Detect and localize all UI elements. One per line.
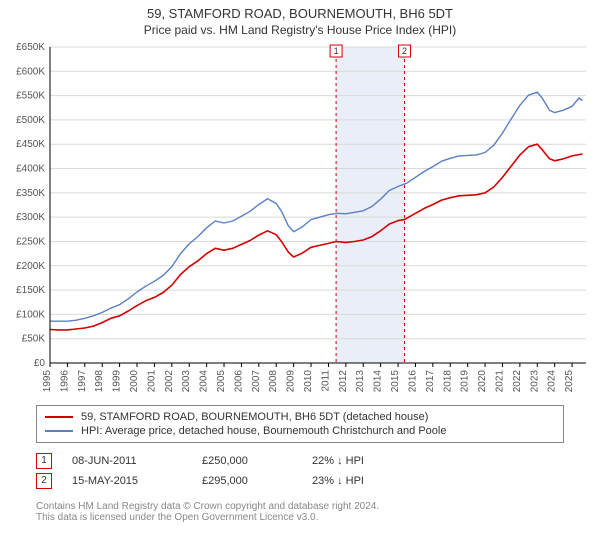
svg-text:2002: 2002 (164, 370, 175, 393)
svg-text:2007: 2007 (251, 370, 262, 393)
svg-text:2014: 2014 (373, 370, 384, 393)
sale-marker-icon: 1 (36, 453, 52, 469)
chart-titles: 59, STAMFORD ROAD, BOURNEMOUTH, BH6 5DT … (0, 0, 600, 37)
svg-text:2020: 2020 (477, 370, 488, 393)
legend-item: 59, STAMFORD ROAD, BOURNEMOUTH, BH6 5DT … (45, 410, 555, 424)
svg-text:2024: 2024 (547, 370, 558, 393)
sale-row: 2 15-MAY-2015 £295,000 23% ↓ HPI (36, 471, 564, 491)
footer-line-1: Contains HM Land Registry data © Crown c… (36, 501, 564, 512)
svg-text:2025: 2025 (564, 370, 575, 393)
svg-text:2001: 2001 (146, 370, 157, 393)
svg-text:1997: 1997 (77, 370, 88, 393)
svg-text:1996: 1996 (59, 370, 70, 393)
svg-text:£650K: £650K (16, 42, 45, 53)
legend: 59, STAMFORD ROAD, BOURNEMOUTH, BH6 5DT … (36, 405, 564, 443)
legend-item: HPI: Average price, detached house, Bour… (45, 424, 555, 438)
svg-text:£50K: £50K (22, 334, 46, 345)
sale-marker-icon: 2 (36, 473, 52, 489)
svg-text:£550K: £550K (16, 91, 45, 102)
sale-price: £250,000 (202, 455, 292, 467)
svg-text:2: 2 (402, 46, 407, 56)
svg-text:£150K: £150K (16, 285, 45, 296)
svg-text:2016: 2016 (407, 370, 418, 393)
svg-text:2003: 2003 (181, 370, 192, 393)
sale-vs-hpi: 23% ↓ HPI (312, 475, 402, 487)
svg-text:2011: 2011 (320, 370, 331, 392)
chart-container: { "title_line1": "59, STAMFORD ROAD, BOU… (0, 0, 600, 523)
footer-line-2: This data is licensed under the Open Gov… (36, 512, 564, 523)
sale-date: 08-JUN-2011 (72, 455, 182, 467)
legend-swatch (45, 430, 73, 432)
svg-text:2004: 2004 (199, 370, 210, 393)
chart-subtitle: Price paid vs. HM Land Registry's House … (0, 23, 600, 37)
svg-text:2005: 2005 (216, 370, 227, 393)
svg-text:2015: 2015 (390, 370, 401, 393)
svg-text:£300K: £300K (16, 212, 45, 223)
svg-text:£250K: £250K (16, 236, 45, 247)
sale-row: 1 08-JUN-2011 £250,000 22% ↓ HPI (36, 451, 564, 471)
svg-text:1995: 1995 (42, 370, 53, 393)
chart-title-address: 59, STAMFORD ROAD, BOURNEMOUTH, BH6 5DT (0, 6, 600, 21)
svg-text:2006: 2006 (233, 370, 244, 393)
svg-text:2009: 2009 (286, 370, 297, 393)
svg-text:£200K: £200K (16, 261, 45, 272)
svg-text:2010: 2010 (303, 370, 314, 393)
svg-text:£500K: £500K (16, 115, 45, 126)
svg-text:£450K: £450K (16, 139, 45, 150)
chart-svg: £0 £50K £100K £150K £200K £250K £300K £350K £400… (0, 37, 600, 397)
svg-text:£600K: £600K (16, 66, 45, 77)
svg-text:1: 1 (334, 46, 339, 56)
svg-text:2022: 2022 (512, 370, 523, 393)
legend-label: 59, STAMFORD ROAD, BOURNEMOUTH, BH6 5DT … (81, 411, 428, 423)
sale-vs-hpi: 22% ↓ HPI (312, 455, 402, 467)
svg-text:£400K: £400K (16, 164, 45, 175)
sale-events-table: 1 08-JUN-2011 £250,000 22% ↓ HPI 2 15-MAY-201… (36, 451, 564, 491)
data-attribution: Contains HM Land Registry data © Crown c… (36, 501, 564, 523)
svg-text:2012: 2012 (338, 370, 349, 393)
svg-text:2023: 2023 (529, 370, 540, 393)
svg-text:£0: £0 (34, 358, 46, 369)
legend-swatch (45, 416, 73, 418)
line-chart: £0 £50K £100K £150K £200K £250K £300K £350K £400… (0, 37, 600, 397)
svg-text:2019: 2019 (460, 370, 471, 393)
svg-text:2021: 2021 (494, 370, 505, 393)
svg-text:£350K: £350K (16, 188, 45, 199)
svg-text:£100K: £100K (16, 309, 45, 320)
legend-label: HPI: Average price, detached house, Bour… (81, 425, 446, 437)
svg-text:1999: 1999 (112, 370, 123, 393)
svg-text:2000: 2000 (129, 370, 140, 393)
svg-text:2013: 2013 (355, 370, 366, 393)
sale-date: 15-MAY-2015 (72, 475, 182, 487)
svg-text:1998: 1998 (94, 370, 105, 393)
svg-text:2008: 2008 (268, 370, 279, 393)
svg-text:2018: 2018 (442, 370, 453, 393)
svg-text:2017: 2017 (425, 370, 436, 393)
sale-price: £295,000 (202, 475, 292, 487)
